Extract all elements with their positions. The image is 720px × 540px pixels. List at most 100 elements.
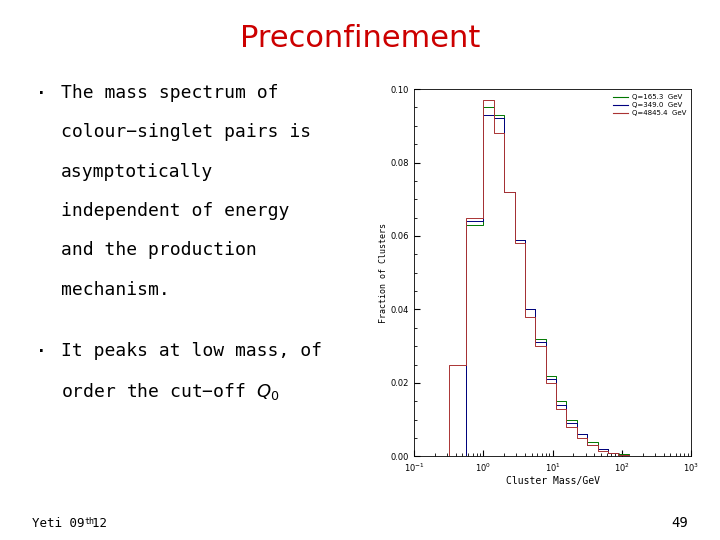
Q=165.3  GeV <box>510 237 519 243</box>
Q=165.3  GeV <box>521 237 529 243</box>
Q=4845.4  GeV <box>614 450 623 457</box>
Q=349.0  GeV <box>541 376 550 382</box>
Q=165.3  GeV <box>531 335 539 342</box>
Q=4845.4  GeV <box>656 453 665 460</box>
Q=349.0  GeV <box>572 431 581 437</box>
Q=165.3  GeV <box>462 222 470 228</box>
Q=4845.4  GeV <box>635 453 644 459</box>
Q=349.0  GeV <box>687 453 696 460</box>
Q=165.3  GeV <box>462 453 470 460</box>
Q=4845.4  GeV <box>583 435 592 441</box>
Q=349.0  GeV <box>462 453 470 460</box>
Text: and the production: and the production <box>61 241 257 259</box>
Q=4845.4  GeV <box>521 240 529 247</box>
Q=4845.4  GeV <box>479 97 487 103</box>
Q=349.0  GeV <box>624 451 633 458</box>
Q=4845.4  GeV <box>541 380 550 386</box>
Line: Q=165.3  GeV: Q=165.3 GeV <box>414 107 691 456</box>
Q=165.3  GeV <box>635 453 644 459</box>
Q=4845.4  GeV <box>510 240 519 247</box>
Text: Preconfinement: Preconfinement <box>240 24 480 53</box>
Q=4845.4  GeV <box>656 453 665 460</box>
Q=165.3  GeV <box>666 453 675 460</box>
Text: asymptotically: asymptotically <box>61 163 213 180</box>
Q=165.3  GeV <box>635 453 644 459</box>
Q=165.3  GeV <box>677 453 685 460</box>
Q=165.3  GeV <box>444 453 453 460</box>
Q=4845.4  GeV <box>677 453 685 460</box>
Q=349.0  GeV <box>444 453 453 460</box>
Text: independent of energy: independent of energy <box>61 202 289 220</box>
Text: The mass spectrum of: The mass spectrum of <box>61 84 279 102</box>
Q=165.3  GeV <box>645 453 654 459</box>
Q=4845.4  GeV <box>444 453 453 460</box>
Q=349.0  GeV <box>677 453 685 460</box>
Q=165.3  GeV <box>541 372 550 379</box>
Q=349.0  GeV <box>656 453 665 460</box>
Q=4845.4  GeV <box>410 453 418 460</box>
Text: Yeti 09 12: Yeti 09 12 <box>32 517 107 530</box>
Q=4845.4  GeV <box>614 452 623 458</box>
Text: ·: · <box>35 84 48 104</box>
Q=165.3  GeV <box>614 451 623 458</box>
Q=4845.4  GeV <box>687 453 696 460</box>
Q=4845.4  GeV <box>593 442 602 449</box>
Q=4845.4  GeV <box>624 452 633 458</box>
Q=4845.4  GeV <box>645 453 654 460</box>
Q=165.3  GeV <box>677 453 685 460</box>
Q=349.0  GeV <box>490 112 498 118</box>
Q=4845.4  GeV <box>500 130 508 137</box>
Q=349.0  GeV <box>444 453 453 460</box>
Q=349.0  GeV <box>562 420 571 427</box>
Q=349.0  GeV <box>583 431 592 437</box>
Q=349.0  GeV <box>500 188 508 195</box>
Q=349.0  GeV <box>593 442 602 449</box>
Q=165.3  GeV <box>583 431 592 437</box>
Q=4845.4  GeV <box>666 453 675 460</box>
Q=349.0  GeV <box>614 449 623 456</box>
Q=165.3  GeV <box>479 104 487 111</box>
Q=165.3  GeV <box>531 306 539 313</box>
Q=349.0  GeV <box>541 339 550 346</box>
Q=165.3  GeV <box>490 104 498 111</box>
Q=349.0  GeV <box>583 442 592 449</box>
Q=349.0  GeV <box>562 402 571 408</box>
Q=349.0  GeV <box>645 453 654 459</box>
Q=4845.4  GeV <box>552 406 560 412</box>
Q=4845.4  GeV <box>666 453 675 460</box>
Q=165.3  GeV <box>510 188 519 195</box>
Q=165.3  GeV <box>562 398 571 404</box>
Text: th: th <box>85 517 95 526</box>
Q=349.0  GeV <box>677 453 685 460</box>
Q=165.3  GeV <box>645 453 654 460</box>
Q=4845.4  GeV <box>500 188 508 195</box>
Legend: Q=165.3  GeV, Q=349.0  GeV, Q=4845.4  GeV: Q=165.3 GeV, Q=349.0 GeV, Q=4845.4 GeV <box>612 92 688 118</box>
Q=349.0  GeV <box>635 453 644 459</box>
Q=165.3  GeV <box>593 446 602 452</box>
Q=349.0  GeV <box>521 237 529 243</box>
Text: mechanism.: mechanism. <box>61 281 170 299</box>
Q=165.3  GeV <box>552 398 560 404</box>
Line: Q=349.0  GeV: Q=349.0 GeV <box>414 115 691 456</box>
Text: 49: 49 <box>671 516 688 530</box>
Q=349.0  GeV <box>531 306 539 313</box>
Q=349.0  GeV <box>479 112 487 118</box>
Q=4845.4  GeV <box>677 453 685 460</box>
Q=4845.4  GeV <box>479 214 487 221</box>
Q=165.3  GeV <box>687 453 696 460</box>
Q=165.3  GeV <box>490 112 498 118</box>
Q=4845.4  GeV <box>531 343 539 349</box>
Q=165.3  GeV <box>604 449 613 456</box>
Q=349.0  GeV <box>604 449 613 456</box>
Q=4845.4  GeV <box>635 453 644 460</box>
Q=349.0  GeV <box>666 453 675 460</box>
Q=349.0  GeV <box>410 453 418 460</box>
Q=349.0  GeV <box>624 453 633 459</box>
Q=165.3  GeV <box>614 449 623 456</box>
Text: order the cut−off $\mathit{Q}_0$: order the cut−off $\mathit{Q}_0$ <box>61 381 279 402</box>
Q=4845.4  GeV <box>583 442 592 449</box>
Q=349.0  GeV <box>552 402 560 408</box>
Q=4845.4  GeV <box>552 380 560 386</box>
Q=349.0  GeV <box>521 306 529 313</box>
Q=349.0  GeV <box>614 451 623 458</box>
